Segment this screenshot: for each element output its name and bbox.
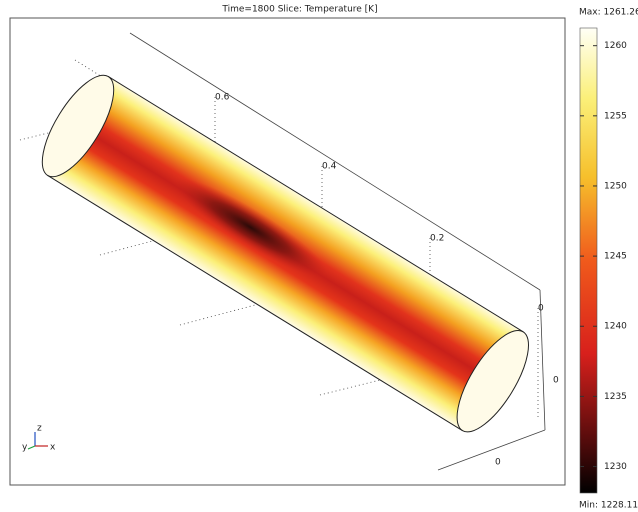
axis-tick-label: 0.2 [430, 234, 444, 244]
colorbar-tick-label: 1235 [604, 392, 627, 402]
triad-label: x [50, 443, 56, 453]
colorbar-tick-label: 1245 [604, 252, 627, 262]
axis-tick-label: 0.4 [322, 162, 337, 172]
chart-title: Time=1800 Slice: Temperature [K] [221, 5, 377, 15]
triad-label: z [37, 424, 42, 434]
chart: Time=1800 Slice: Temperature [K] Max: 12… [0, 0, 638, 512]
colorbar-tick-label: 1230 [604, 462, 627, 472]
colorbar-tick-label: 1240 [604, 322, 627, 332]
colorbar [580, 28, 597, 493]
axis-tick-label: 0.6 [215, 93, 230, 103]
axis-tick-label: 0 [553, 376, 559, 386]
min-label: Min: 1228.113 [579, 501, 638, 511]
colorbar-tick-label: 1260 [604, 41, 627, 51]
colorbar-tick-label: 1255 [604, 111, 627, 121]
triad-label: y [22, 443, 28, 453]
colorbar-tick-label: 1250 [604, 181, 627, 191]
axis-tick-label: 0 [495, 458, 501, 468]
axis-tick-label: 0 [538, 304, 544, 314]
max-label: Max: 1261.26 [579, 8, 638, 18]
